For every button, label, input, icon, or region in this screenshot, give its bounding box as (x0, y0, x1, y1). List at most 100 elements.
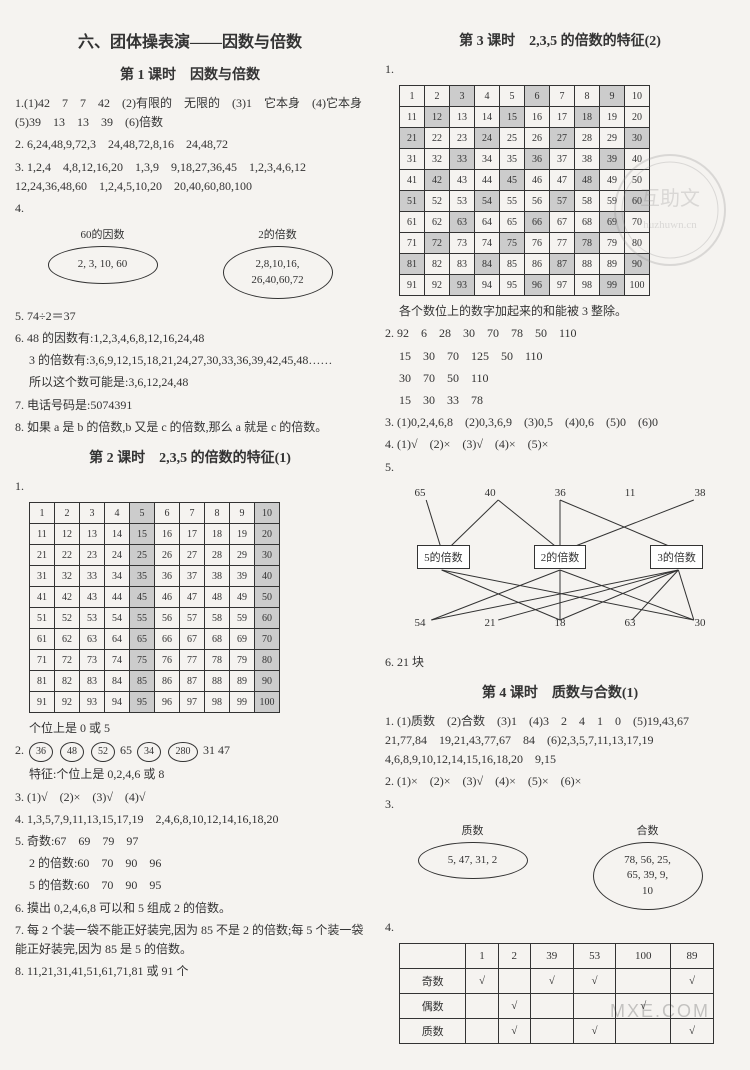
grid-cell: 45 (130, 587, 155, 608)
l4-q2: 2. (1)× (2)× (3)√ (4)× (5)× (6)× (385, 772, 735, 791)
grid-cell: 95 (130, 692, 155, 713)
grid-cell: 30 (625, 128, 650, 149)
l2-q5b: 2 的倍数:60 70 90 96 (15, 854, 365, 873)
map-bot-4: 30 (691, 615, 710, 631)
grid-cell: 94 (475, 275, 500, 296)
grid-cell: 64 (105, 629, 130, 650)
grid-cell: 60 (625, 191, 650, 212)
grid-cell: 77 (550, 233, 575, 254)
grid-cell: 90 (255, 671, 280, 692)
grid-cell: 59 (600, 191, 625, 212)
grid-cell: 66 (525, 212, 550, 233)
lesson2-title: 第 2 课时 2,3,5 的倍数的特征(1) (15, 447, 365, 467)
l1-q2: 2. 6,24,48,9,72,3 24,48,72,8,16 24,48,72 (15, 135, 365, 154)
grid-cell: 40 (625, 149, 650, 170)
map-box-1: 2的倍数 (534, 545, 587, 569)
l1-q1: 1.(1)42 7 7 42 (2)有限的 无限的 (3)1 它本身 (4)它本… (15, 94, 365, 132)
grid-cell: 74 (105, 650, 130, 671)
l3-q1-label: 1. (385, 60, 735, 79)
val-31: 31 (203, 743, 215, 757)
hundred-grid-left: 1234567891011121314151617181920212223242… (29, 502, 280, 713)
lesson3-title: 第 3 课时 2,3,5 的倍数的特征(2) (385, 30, 735, 50)
grid-cell: 19 (230, 524, 255, 545)
table-cell (616, 969, 671, 994)
grid-cell: 4 (105, 503, 130, 524)
table-head-cell: 2 (498, 944, 530, 969)
grid-cell: 13 (450, 107, 475, 128)
l2-q3: 3. (1)√ (2)× (3)√ (4)√ (15, 788, 365, 807)
table-cell: √ (498, 994, 530, 1019)
grid-cell: 73 (80, 650, 105, 671)
table-head-cell: 53 (573, 944, 616, 969)
grid-cell: 24 (475, 128, 500, 149)
grid-cell: 76 (525, 233, 550, 254)
comp-box: 合数 78, 56, 25, 65, 39, 9, 10 (593, 822, 703, 910)
l3-q3: 3. (1)0,2,4,6,8 (2)0,3,6,9 (3)0,5 (4)0,6… (385, 413, 735, 432)
grid-cell: 99 (230, 692, 255, 713)
grid-cell: 18 (575, 107, 600, 128)
grid-cell: 100 (255, 692, 280, 713)
grid-cell: 12 (55, 524, 80, 545)
grid-cell: 1 (400, 86, 425, 107)
l1-q4-label: 4. (15, 199, 365, 218)
grid-cell: 81 (400, 254, 425, 275)
grid-cell: 43 (80, 587, 105, 608)
l3-q5-label: 5. (385, 458, 735, 477)
grid-cell: 27 (550, 128, 575, 149)
grid-cell: 42 (55, 587, 80, 608)
grid-cell: 19 (600, 107, 625, 128)
grid-cell: 50 (625, 170, 650, 191)
l1-q6a: 6. 48 的因数有:1,2,3,4,6,8,12,16,24,48 (15, 329, 365, 348)
grid-cell: 33 (450, 149, 475, 170)
table-cell: √ (573, 969, 616, 994)
grid-cell: 21 (400, 128, 425, 149)
l3-q2b: 15 30 70 125 50 110 (385, 347, 735, 366)
grid-cell: 72 (425, 233, 450, 254)
grid-cell: 5 (500, 86, 525, 107)
grid-cell: 98 (205, 692, 230, 713)
grid-cell: 83 (80, 671, 105, 692)
table-cell: √ (671, 969, 714, 994)
grid-cell: 12 (425, 107, 450, 128)
val-47: 47 (218, 743, 230, 757)
grid-cell: 23 (450, 128, 475, 149)
grid-cell: 25 (500, 128, 525, 149)
grid-cell: 14 (105, 524, 130, 545)
grid-cell: 21 (30, 545, 55, 566)
l3-q2a: 2. 92 6 28 30 70 78 50 110 (385, 324, 735, 343)
grid-cell: 82 (55, 671, 80, 692)
grid-cell: 9 (600, 86, 625, 107)
table-cell: 偶数 (400, 994, 466, 1019)
grid-cell: 61 (30, 629, 55, 650)
grid-cell: 48 (575, 170, 600, 191)
grid-cell: 69 (230, 629, 255, 650)
table-head-cell: 89 (671, 944, 714, 969)
table-cell (530, 994, 573, 1019)
grid-cell: 31 (400, 149, 425, 170)
grid-cell: 11 (400, 107, 425, 128)
grid-cell: 9 (230, 503, 255, 524)
grid-cell: 22 (425, 128, 450, 149)
l1-q3: 3. 1,2,4 4,8,12,16,20 1,3,9 9,18,27,36,4… (15, 158, 365, 196)
grid-cell: 51 (30, 608, 55, 629)
l2-q7: 7. 每 2 个装一袋不能正好装完,因为 85 不是 2 的倍数;每 5 个装一… (15, 921, 365, 959)
grid-cell: 65 (130, 629, 155, 650)
grid-cell: 20 (255, 524, 280, 545)
prime-oval: 5, 47, 31, 2 (418, 842, 528, 879)
grid-cell: 34 (105, 566, 130, 587)
grid-cell: 81 (30, 671, 55, 692)
table-cell: √ (671, 1019, 714, 1044)
l1-q8: 8. 如果 a 是 b 的倍数,b 又是 c 的倍数,那么 a 就是 c 的倍数… (15, 418, 365, 437)
grid-cell: 36 (525, 149, 550, 170)
comp-label: 合数 (593, 822, 703, 838)
grid-cell: 77 (180, 650, 205, 671)
answer-table: 12395310089奇数√√√√偶数√√质数√√√ (399, 943, 714, 1044)
table-cell (466, 994, 498, 1019)
grid-cell: 92 (55, 692, 80, 713)
grid-cell: 22 (55, 545, 80, 566)
grid-cell: 44 (475, 170, 500, 191)
table-cell (466, 1019, 498, 1044)
grid-cell: 33 (80, 566, 105, 587)
unit-title: 六、团体操表演——因数与倍数 (15, 28, 365, 52)
grid-cell: 43 (450, 170, 475, 191)
